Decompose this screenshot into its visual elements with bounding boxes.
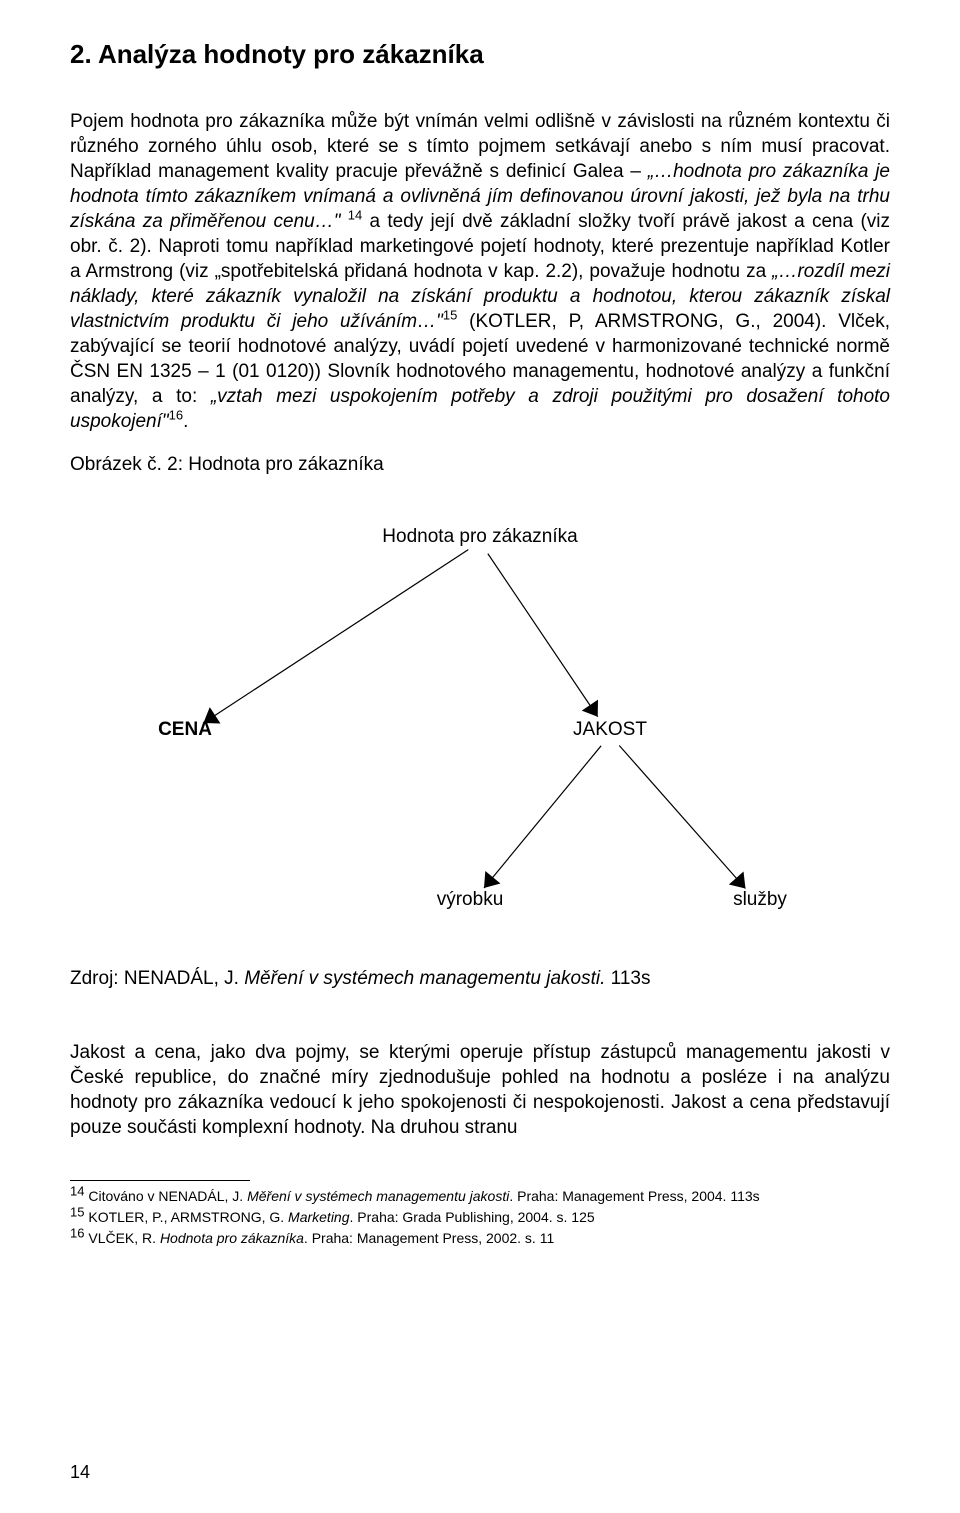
footnote-tail: . Praha: Grada Publishing, 2004. s. 125 <box>350 1209 595 1225</box>
footnote-ref-14: 14 <box>348 207 362 222</box>
footnote-line: 15 KOTLER, P., ARMSTRONG, G. Marketing. … <box>70 1208 890 1227</box>
footnote-text: KOTLER, P., ARMSTRONG, G. <box>84 1209 288 1225</box>
diagram-node-label: výrobku <box>437 889 504 910</box>
footnote-ref-15: 15 <box>443 308 457 323</box>
tree-diagram: Hodnota pro zákazníka CENA JAKOST výrobku sl… <box>70 487 890 947</box>
footnote-italic: Hodnota pro zákazníka <box>160 1230 304 1246</box>
section-heading: 2. Analýza hodnoty pro zákazníka <box>70 38 890 71</box>
figure-caption: Obrázek č. 2: Hodnota pro zákazníka <box>70 453 890 478</box>
p1-part4: . <box>183 411 188 432</box>
diagram-node-label: Hodnota pro zákazníka <box>382 526 578 547</box>
source-italic: Měření v systémech managementu jakosti. <box>244 968 605 989</box>
footnote-tail: . Praha: Management Press, 2002. s. 11 <box>304 1230 554 1246</box>
footnote-ref-16: 16 <box>169 408 183 423</box>
footnote-italic: Měření v systémech managementu jakosti <box>247 1188 509 1204</box>
footnote-text: VLČEK, R. <box>84 1230 159 1246</box>
footnote-num: 16 <box>70 1225 84 1240</box>
footnote-italic: Marketing <box>288 1209 349 1225</box>
source-prefix: Zdroj: NENADÁL, J. <box>70 968 244 989</box>
footnote-tail: . Praha: Management Press, 2004. 113s <box>509 1188 759 1204</box>
footnotes-block: 14 Citováno v NENADÁL, J. Měření v systé… <box>70 1187 890 1248</box>
diagram-node-label: CENA <box>158 719 212 740</box>
tree-svg: Hodnota pro zákazníka CENA JAKOST výrobku sl… <box>70 487 890 947</box>
diagram-node-label: JAKOST <box>573 719 647 740</box>
footnote-separator <box>70 1180 250 1181</box>
paragraph-1: Pojem hodnota pro zákazníka může být vní… <box>70 109 890 435</box>
footnote-line: 14 Citováno v NENADÁL, J. Měření v systé… <box>70 1187 890 1206</box>
source-suffix: 113s <box>605 968 650 989</box>
page-number: 14 <box>70 1462 90 1483</box>
footnote-text: Citováno v NENADÁL, J. <box>84 1188 247 1204</box>
paragraph-2: Jakost a cena, jako dva pojmy, se kterým… <box>70 1040 890 1140</box>
footnote-num: 14 <box>70 1184 84 1199</box>
footnote-num: 15 <box>70 1204 84 1219</box>
diagram-node-label: služby <box>733 889 787 910</box>
document-page: 2. Analýza hodnoty pro zákazníka Pojem h… <box>0 0 960 1513</box>
footnote-line: 16 VLČEK, R. Hodnota pro zákazníka. Prah… <box>70 1229 890 1248</box>
figure-source: Zdroj: NENADÁL, J. Měření v systémech ma… <box>70 967 890 992</box>
